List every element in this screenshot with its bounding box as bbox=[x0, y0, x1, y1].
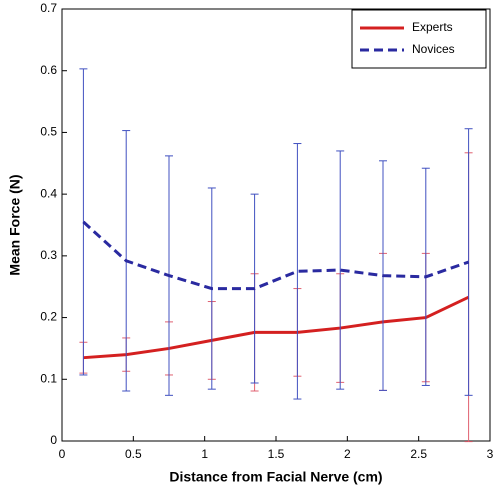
series-line bbox=[82, 220, 470, 291]
x-tick-label: 2.5 bbox=[410, 447, 427, 461]
series-line bbox=[83, 295, 470, 360]
legend-box bbox=[351, 9, 487, 69]
legend-label: Novices bbox=[412, 42, 455, 56]
x-tick-label: 1 bbox=[201, 447, 208, 461]
y-tick-label: 0.2 bbox=[40, 310, 57, 324]
y-tick-label: 0.7 bbox=[40, 1, 57, 15]
x-tick-label: 2 bbox=[344, 447, 351, 461]
y-tick-label: 0.5 bbox=[40, 125, 57, 139]
y-tick-label: 0.4 bbox=[40, 186, 57, 200]
legend-label: Experts bbox=[412, 20, 453, 34]
y-tick-label: 0 bbox=[50, 433, 57, 447]
error-bar bbox=[293, 143, 302, 400]
x-tick-label: 0.5 bbox=[125, 447, 142, 461]
y-tick-label: 0.1 bbox=[40, 371, 57, 385]
x-tick-label: 1.5 bbox=[268, 447, 285, 461]
y-tick-label: 0.6 bbox=[40, 63, 57, 77]
x-tick-label: 0 bbox=[59, 447, 66, 461]
x-tick-label: 3 bbox=[487, 447, 494, 461]
x-axis-label: Distance from Facial Nerve (cm) bbox=[169, 469, 382, 485]
error-bar bbox=[336, 150, 345, 390]
y-tick-label: 0.3 bbox=[40, 248, 57, 262]
y-axis-label: Mean Force (N) bbox=[7, 174, 23, 275]
